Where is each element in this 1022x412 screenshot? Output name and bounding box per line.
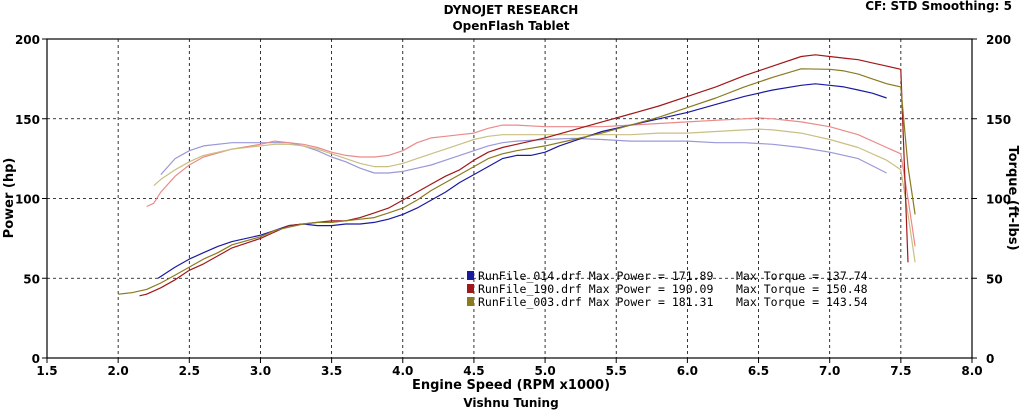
y2-axis-label: Torque (ft-lbs) — [1005, 145, 1020, 250]
x-tick-label-9: 6.0 — [677, 364, 698, 378]
x-tick-label-13: 8.0 — [961, 364, 982, 378]
x-tick-label-6: 4.5 — [463, 364, 484, 378]
y2-tick-label-3: 150 — [986, 113, 1011, 127]
footer-credit: Vishnu Tuning — [463, 396, 558, 410]
x-tick-label-12: 7.5 — [890, 364, 911, 378]
series-lines — [118, 54, 916, 297]
x-tick-label-2: 2.5 — [179, 364, 200, 378]
x-tick-label-0: 1.5 — [36, 364, 57, 378]
x-tick-label-3: 3.0 — [250, 364, 271, 378]
power-line-1 — [139, 54, 909, 297]
x-tick-label-10: 6.5 — [748, 364, 769, 378]
x-axis-label: Engine Speed (RPM x1000) — [412, 378, 610, 393]
x-axis-ticks: 1.5 2.0 2.5 3.0 3.5 4.0 4.5 5.0 5.5 6.0 6.5 7.0 7.5 8… — [36, 358, 983, 378]
legend-entry-2: RunFile_003.drf Max Power = 181.31 — [478, 295, 713, 309]
y-axis-ticks: 0 50 100 150 200 — [15, 33, 47, 366]
y-tick-label-2: 100 — [15, 193, 40, 207]
legend: RunFile_014.drf Max Power = 171.89 Max T… — [467, 269, 868, 309]
y2-tick-label-2: 100 — [986, 193, 1011, 207]
power-line-2 — [118, 68, 916, 295]
x-tick-label-8: 5.5 — [606, 364, 627, 378]
legend-swatch-2 — [467, 297, 474, 306]
y-tick-label-3: 150 — [15, 113, 40, 127]
legend-swatch-0 — [467, 271, 474, 280]
y-axis-label: Power (hp) — [2, 158, 17, 239]
x-tick-label-5: 4.0 — [392, 364, 413, 378]
legend-swatch-1 — [467, 284, 474, 293]
y2-tick-label-1: 50 — [986, 272, 1003, 286]
chart-title: DYNOJET RESEARCH — [444, 3, 579, 17]
x-tick-label-11: 7.0 — [819, 364, 840, 378]
x-tick-label-7: 5.0 — [534, 364, 555, 378]
legend-entry-1: RunFile_190.drf Max Power = 190.09 — [478, 282, 713, 296]
y-tick-label-0: 0 — [32, 352, 40, 366]
y2-tick-label-4: 200 — [986, 33, 1011, 47]
y2-axis-ticks: 0 50 100 150 200 — [972, 33, 1011, 366]
y-tick-label-1: 50 — [23, 272, 40, 286]
legend-torque-1: Max Torque = 150.48 — [736, 282, 868, 296]
correction-info: CF: STD Smoothing: 5 — [865, 0, 1012, 13]
y-tick-label-4: 200 — [15, 33, 40, 47]
torque-line-2 — [153, 128, 916, 263]
legend-torque-0: Max Torque = 137.74 — [736, 269, 868, 283]
x-tick-label-1: 2.0 — [108, 364, 129, 378]
y2-tick-label-0: 0 — [986, 352, 994, 366]
torque-line-1 — [146, 117, 916, 247]
legend-torque-2: Max Torque = 143.54 — [736, 295, 868, 309]
chart-subtitle: OpenFlash Tablet — [452, 19, 569, 33]
x-tick-label-4: 3.5 — [321, 364, 342, 378]
legend-entry-0: RunFile_014.drf Max Power = 171.89 — [478, 269, 713, 283]
